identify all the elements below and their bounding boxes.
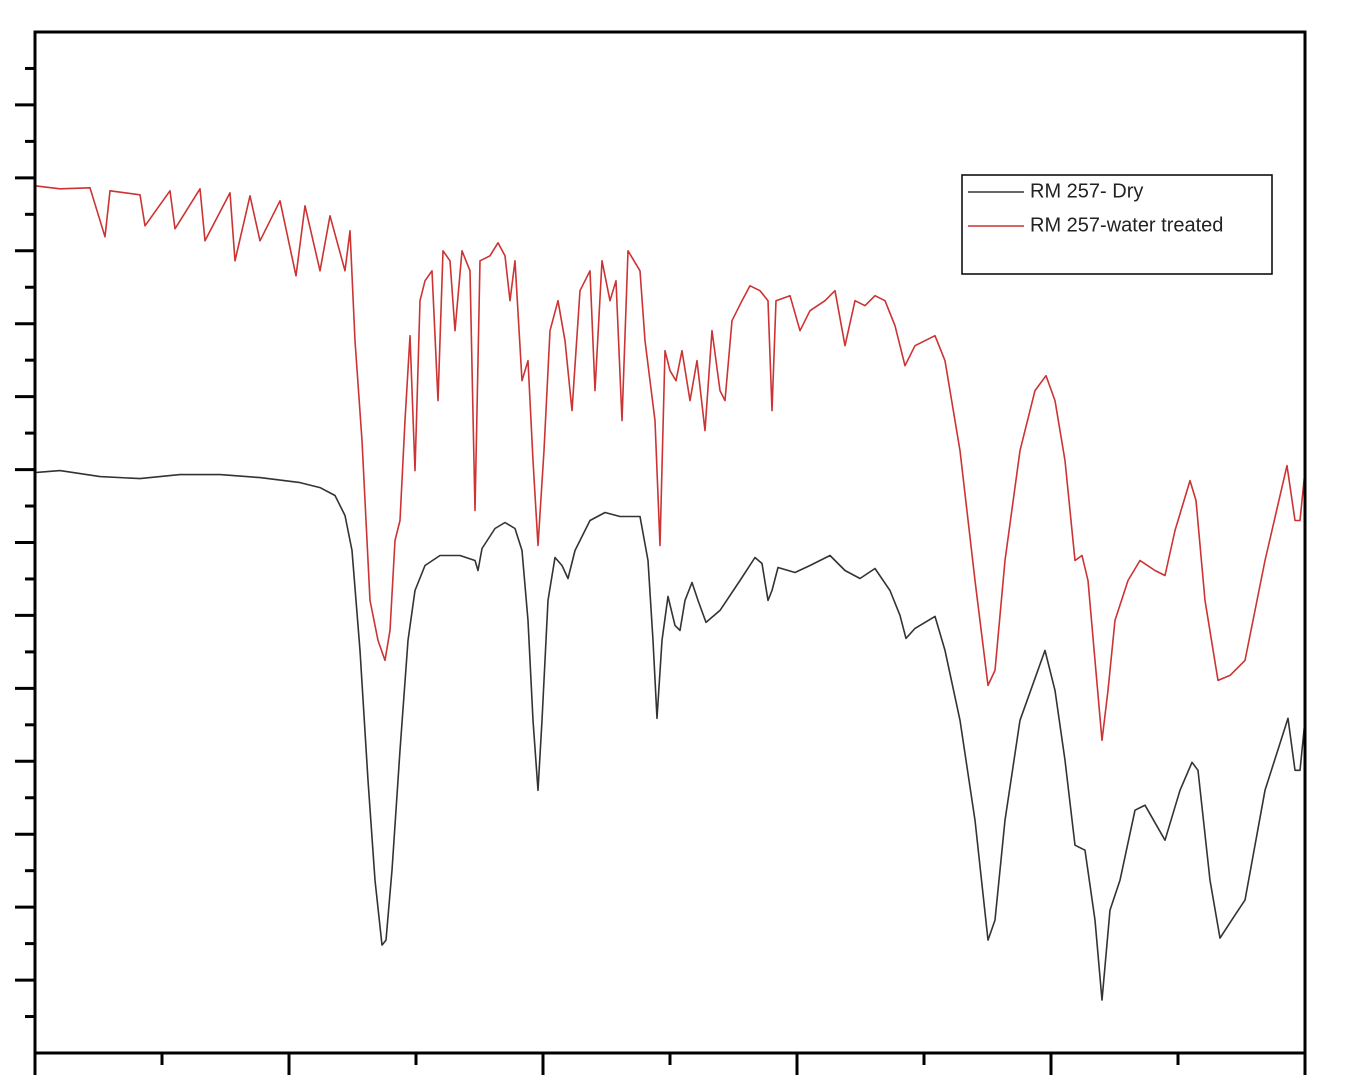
- legend-label: RM 257-water treated: [1030, 214, 1223, 236]
- legend-label: RM 257- Dry: [1030, 180, 1143, 202]
- data-line: [34, 185, 1306, 742]
- plot-frame: [33, 30, 1307, 1055]
- data-line: [34, 469, 1306, 1001]
